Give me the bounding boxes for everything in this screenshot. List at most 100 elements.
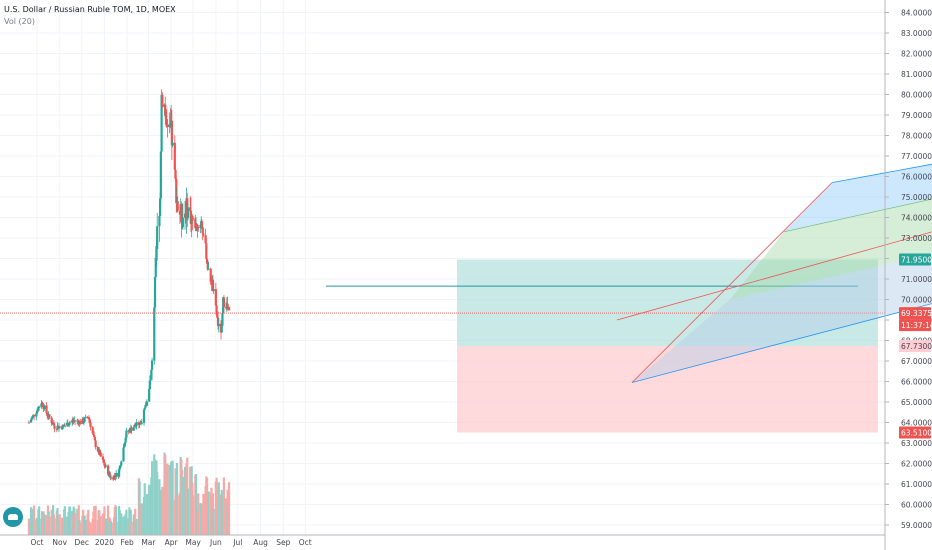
candle-body <box>138 423 141 425</box>
price-tick-label: 73.0000 <box>901 234 932 243</box>
volume-bar <box>79 522 82 535</box>
candle-body <box>35 410 39 414</box>
tradingview-logo-icon <box>3 507 23 527</box>
candle-body <box>148 388 151 402</box>
candle-body <box>57 426 61 429</box>
volume-bar <box>48 516 51 535</box>
price-tick-label: 67.0000 <box>901 357 932 366</box>
candle-body <box>189 207 192 211</box>
volume-bar <box>104 518 108 535</box>
volume-bar <box>140 503 143 535</box>
candle-body <box>176 201 179 211</box>
candle-body <box>123 442 127 447</box>
candle-body <box>174 169 177 179</box>
pitchfork-drawing[interactable] <box>0 163 932 383</box>
volume-bar <box>27 518 31 535</box>
candle-body <box>32 414 36 417</box>
candle-body <box>96 447 99 452</box>
candle-body <box>191 216 194 219</box>
candle-body <box>150 369 153 376</box>
time-tick-label: Aug <box>253 538 268 547</box>
candle-body <box>134 424 137 427</box>
candle-body <box>83 417 86 422</box>
candle-body <box>68 423 71 426</box>
price-tick-label: 79.0000 <box>901 111 932 120</box>
candle-body <box>102 459 105 463</box>
candle-body <box>216 314 219 318</box>
candle-body <box>74 420 77 422</box>
candle-body <box>82 419 85 423</box>
price-tick-label: 60.0000 <box>901 500 932 509</box>
candle-body <box>37 407 40 411</box>
candle-body <box>166 124 169 128</box>
price-tick-label: 78.0000 <box>901 131 932 140</box>
candle-body <box>161 94 164 107</box>
pitchfork-handle-line <box>631 182 833 383</box>
candle-body <box>173 142 176 170</box>
volume-bar <box>89 522 92 535</box>
candle-body <box>108 471 111 476</box>
volume-bar <box>164 454 167 535</box>
candle-body <box>164 114 168 120</box>
candle-body <box>67 425 70 427</box>
time-tick-label: Oct <box>31 538 44 547</box>
candle-body <box>175 178 178 204</box>
price-axis[interactable]: 84.0000 83.0000 82.0000 81.0000 80.0000 79.00… <box>884 0 932 550</box>
volume-bar <box>227 482 231 535</box>
price-tick-label: 71.0000 <box>901 275 932 284</box>
candle-body <box>66 422 69 427</box>
price-tick-label: 76.0000 <box>901 172 932 181</box>
volume-bar <box>186 488 190 535</box>
time-tick-label: Jul <box>232 538 242 547</box>
pitchfork-upper-tine <box>831 163 932 184</box>
candle-body <box>158 216 161 227</box>
volume-bar <box>145 494 149 535</box>
time-tick-label: May <box>185 538 201 547</box>
candle-body <box>149 375 152 381</box>
pitchfork-inner-line <box>783 198 932 233</box>
target-price-badge: 71.9500 <box>901 255 932 264</box>
candle-body <box>220 325 223 333</box>
volume-bar <box>107 505 110 535</box>
volume-bar <box>150 461 154 535</box>
candle-body <box>160 94 163 152</box>
candle-body <box>103 462 106 466</box>
candle-body <box>197 227 200 229</box>
candle-body <box>93 435 96 438</box>
pitchfork-lower-band <box>632 254 932 383</box>
candle-body <box>31 416 34 418</box>
candle-body <box>40 403 43 407</box>
volume-indicator-label: Vol (20) <box>4 17 35 26</box>
candle-body <box>91 427 94 434</box>
candle-body <box>199 224 202 228</box>
candle-body <box>109 477 113 479</box>
time-tick-label: Dec <box>74 538 89 547</box>
candle-body <box>227 307 231 311</box>
candle-body <box>140 422 143 424</box>
volume-bar <box>115 506 118 535</box>
candle-body <box>216 317 220 327</box>
volume-bar <box>68 506 72 535</box>
candle-body <box>165 119 168 125</box>
candle-body <box>82 421 86 423</box>
candle-body <box>170 120 173 146</box>
candle-body <box>155 248 158 258</box>
candle-body <box>125 430 128 438</box>
candle-body <box>107 465 110 475</box>
time-axis[interactable]: Oct Nov Dec 2020 Feb Mar Apr May Jun Jul Aug Sep Oct <box>0 534 885 547</box>
symbol-title: U.S. Dollar / Russian Ruble TOM, 1D, MOE… <box>4 5 176 14</box>
candle-body <box>150 360 154 370</box>
price-tick-label: 77.0000 <box>901 152 932 161</box>
candle-body <box>120 461 123 466</box>
candle-body <box>104 465 108 467</box>
volume-bar <box>171 460 174 535</box>
candle-body <box>207 268 210 270</box>
stop-price-badge-bg <box>899 426 931 439</box>
candle-body <box>92 433 95 436</box>
candle-body <box>41 402 44 408</box>
candle-body <box>143 407 146 410</box>
volume-bar <box>207 491 210 535</box>
candle-body <box>87 417 91 420</box>
long-position-tool[interactable] <box>457 259 878 433</box>
